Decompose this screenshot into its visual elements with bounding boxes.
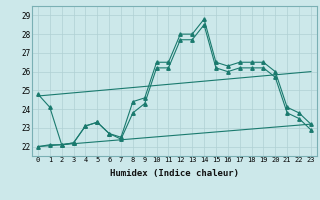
X-axis label: Humidex (Indice chaleur): Humidex (Indice chaleur): [110, 169, 239, 178]
